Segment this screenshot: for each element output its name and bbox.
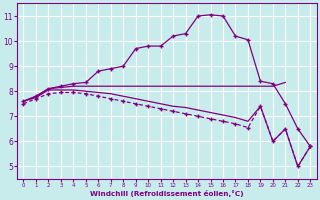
X-axis label: Windchill (Refroidissement éolien,°C): Windchill (Refroidissement éolien,°C) — [90, 190, 244, 197]
